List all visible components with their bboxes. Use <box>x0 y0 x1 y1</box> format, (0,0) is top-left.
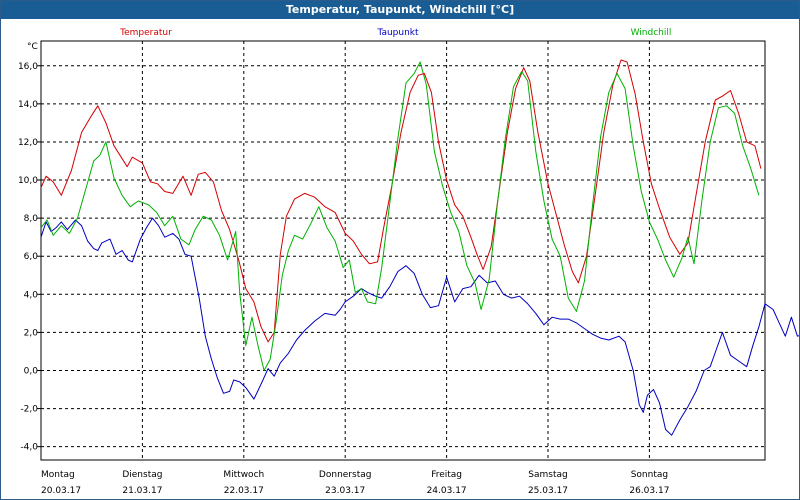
y-tick-label: 4,0 <box>24 290 39 300</box>
x-date-label: 22.03.17 <box>224 486 264 496</box>
x-axis: Montag 20.03.17 Dienstag 21.03.17 Mittwoch 22… <box>41 470 669 496</box>
x-date-label: 23.03.17 <box>325 486 365 496</box>
y-tick-label: 16,0 <box>18 62 38 72</box>
x-date-label: 20.03.17 <box>41 486 81 496</box>
y-tick-label: 6,0 <box>24 252 39 262</box>
line-chart: °C 16,0 14,0 12,0 10,0 8,0 6,0 4,0 2,0 0,0 -2,0 -4… <box>18 28 799 496</box>
x-weekday-label: Donnerstag <box>319 470 372 480</box>
series-line-temperatur <box>40 59 762 343</box>
legend-windchill: Windchill <box>631 28 672 38</box>
y-tick-label: 10,0 <box>18 176 38 186</box>
x-date-label: 25.03.17 <box>528 486 568 496</box>
x-date-label: 21.03.17 <box>122 486 162 496</box>
x-weekday-label: Mittwoch <box>223 470 264 480</box>
y-tick-label: 0,0 <box>24 366 39 376</box>
legend: Temperatur Taupunkt Windchill <box>119 28 671 38</box>
x-weekday-label: Sonntag <box>631 470 668 480</box>
y-tick-label: -2,0 <box>20 405 38 415</box>
y-tick-label: 14,0 <box>18 100 38 110</box>
y-axis: °C 16,0 14,0 12,0 10,0 8,0 6,0 4,0 2,0 0,0 -2,0 -4… <box>18 42 41 453</box>
y-tick-label: 2,0 <box>24 328 39 338</box>
x-weekday-label: Dienstag <box>122 470 162 480</box>
series-line-windchill <box>40 61 760 371</box>
plot-area <box>40 40 766 461</box>
series-group <box>40 59 799 436</box>
series-line-taupunkt <box>40 217 799 436</box>
window-title: Temperatur, Taupunkt, Windchill [°C] <box>1 1 799 19</box>
x-weekday-label: Freitag <box>431 470 462 480</box>
x-weekday-label: Samstag <box>528 470 567 480</box>
y-axis-unit: °C <box>27 42 38 52</box>
legend-temperatur: Temperatur <box>119 28 172 38</box>
x-date-label: 26.03.17 <box>629 486 669 496</box>
y-tick-label: 8,0 <box>24 214 39 224</box>
x-weekday-label: Montag <box>41 470 75 480</box>
x-date-label: 24.03.17 <box>427 486 467 496</box>
legend-taupunkt: Taupunkt <box>376 28 419 38</box>
y-tick-label: 12,0 <box>18 138 38 148</box>
y-tick-label: -4,0 <box>20 443 38 453</box>
